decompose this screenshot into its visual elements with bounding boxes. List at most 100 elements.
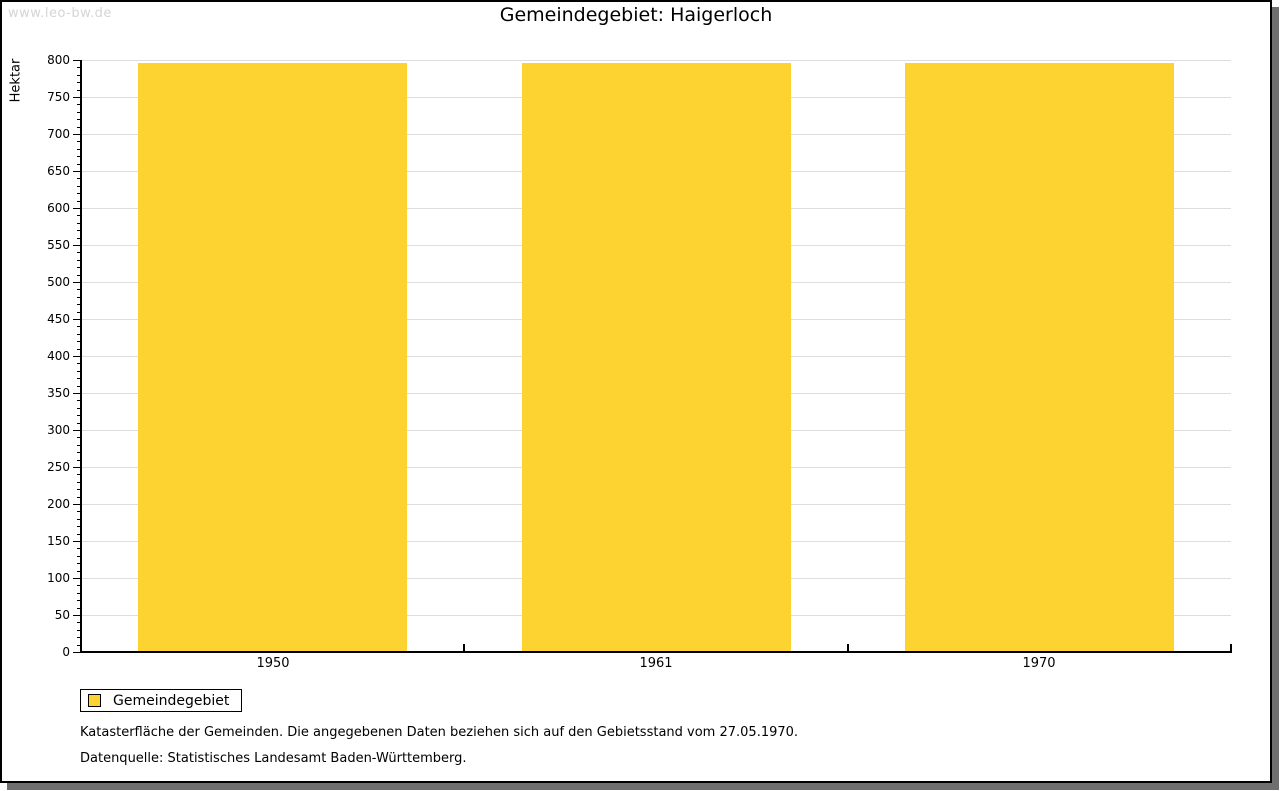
y-minor-tick — [77, 178, 81, 179]
y-major-tick — [73, 430, 81, 431]
y-minor-tick — [77, 630, 81, 631]
bar-1970 — [905, 63, 1174, 651]
y-tick-label: 400 — [47, 349, 70, 363]
y-major-tick — [73, 393, 81, 394]
y-minor-tick — [77, 119, 81, 120]
x-axis-tick — [847, 644, 849, 651]
y-tick-label: 750 — [47, 90, 70, 104]
y-minor-tick — [77, 645, 81, 646]
y-minor-tick — [77, 238, 81, 239]
y-minor-tick — [77, 223, 81, 224]
y-minor-tick — [77, 571, 81, 572]
y-major-tick — [73, 134, 81, 135]
y-major-tick — [73, 319, 81, 320]
y-minor-tick — [77, 201, 81, 202]
y-minor-tick — [77, 164, 81, 165]
y-major-tick — [73, 97, 81, 98]
y-minor-tick — [77, 526, 81, 527]
x-axis-tick — [1230, 644, 1232, 651]
y-major-tick — [73, 282, 81, 283]
y-minor-tick — [77, 141, 81, 142]
y-major-tick — [73, 171, 81, 172]
y-tick-label: 50 — [54, 608, 70, 622]
y-minor-tick — [77, 563, 81, 564]
y-minor-tick — [77, 474, 81, 475]
y-minor-tick — [77, 445, 81, 446]
y-minor-tick — [77, 452, 81, 453]
y-major-tick — [73, 504, 81, 505]
y-minor-tick — [77, 267, 81, 268]
y-major-tick — [73, 467, 81, 468]
y-minor-tick — [77, 275, 81, 276]
y-minor-tick — [77, 437, 81, 438]
y-tick-label: 600 — [47, 201, 70, 215]
y-minor-tick — [77, 637, 81, 638]
y-minor-tick — [77, 289, 81, 290]
y-minor-tick — [77, 593, 81, 594]
y-minor-tick — [77, 622, 81, 623]
y-minor-tick — [77, 193, 81, 194]
x-label-1970: 1970 — [1022, 656, 1056, 671]
x-axis-line — [80, 651, 1232, 653]
y-minor-tick — [77, 90, 81, 91]
y-minor-tick — [77, 186, 81, 187]
y-tick-label: 500 — [47, 275, 70, 289]
y-major-tick — [73, 615, 81, 616]
x-axis-tick — [463, 644, 465, 651]
x-label-1950: 1950 — [256, 656, 290, 671]
y-minor-tick — [77, 156, 81, 157]
footnote-description: Katasterfläche der Gemeinden. Die angege… — [80, 725, 799, 740]
watermark-text: www.leo-bw.de — [8, 6, 112, 21]
y-major-tick — [73, 356, 81, 357]
y-minor-tick — [77, 326, 81, 327]
y-tick-label: 550 — [47, 238, 70, 252]
y-minor-tick — [77, 341, 81, 342]
y-major-tick — [73, 60, 81, 61]
y-minor-tick — [77, 415, 81, 416]
y-tick-label: 0 — [62, 645, 70, 659]
y-minor-tick — [77, 519, 81, 520]
bar-1961 — [522, 63, 791, 651]
y-tick-label: 200 — [47, 497, 70, 511]
legend-box: Gemeindegebiet — [80, 689, 243, 712]
y-tick-label: 350 — [47, 386, 70, 400]
y-minor-tick — [77, 386, 81, 387]
y-minor-tick — [77, 82, 81, 83]
y-minor-tick — [77, 378, 81, 379]
y-minor-tick — [77, 215, 81, 216]
y-minor-tick — [77, 408, 81, 409]
y-tick-label: 300 — [47, 423, 70, 437]
y-major-tick — [73, 652, 81, 653]
y-tick-label: 650 — [47, 164, 70, 178]
y-axis-line — [80, 60, 82, 653]
y-minor-tick — [77, 460, 81, 461]
y-minor-tick — [77, 349, 81, 350]
y-minor-tick — [77, 534, 81, 535]
y-minor-tick — [77, 489, 81, 490]
y-minor-tick — [77, 363, 81, 364]
y-minor-tick — [77, 600, 81, 601]
y-minor-tick — [77, 556, 81, 557]
chart-title: Gemeindegebiet: Haigerloch — [499, 4, 773, 26]
y-tick-label: 700 — [47, 127, 70, 141]
y-major-tick — [73, 578, 81, 579]
y-minor-tick — [77, 400, 81, 401]
y-major-tick — [73, 541, 81, 542]
y-minor-tick — [77, 371, 81, 372]
y-minor-tick — [77, 423, 81, 424]
y-minor-tick — [77, 67, 81, 68]
y-minor-tick — [77, 585, 81, 586]
y-tick-label: 450 — [47, 312, 70, 326]
y-minor-tick — [77, 127, 81, 128]
y-tick-label: 150 — [47, 534, 70, 548]
y-tick-label: 100 — [47, 571, 70, 585]
y-minor-tick — [77, 608, 81, 609]
x-label-1961: 1961 — [639, 656, 673, 671]
y-minor-tick — [77, 511, 81, 512]
y-minor-tick — [77, 252, 81, 253]
y-minor-tick — [77, 75, 81, 76]
y-minor-tick — [77, 104, 81, 105]
footnote-datasource: Datenquelle: Statistisches Landesamt Bad… — [80, 751, 467, 766]
